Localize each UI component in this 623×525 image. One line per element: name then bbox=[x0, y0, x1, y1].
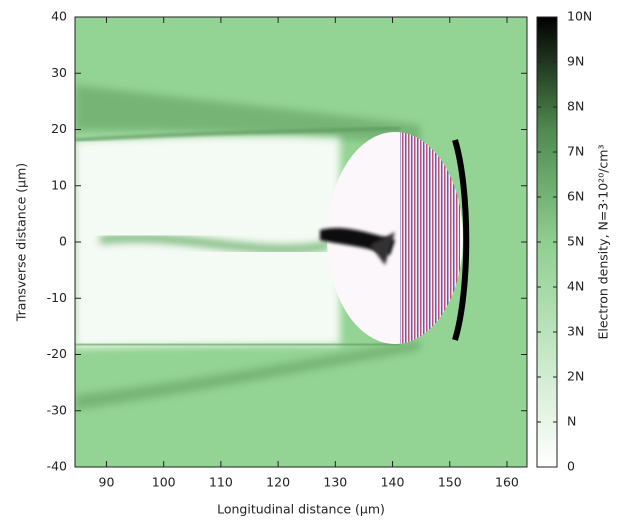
colorbar-tick-label: N bbox=[567, 414, 576, 429]
density-map bbox=[75, 17, 527, 467]
colorbar-tick-label: 8N bbox=[567, 99, 584, 114]
x-tick-label: 120 bbox=[266, 475, 290, 490]
x-tick-label: 90 bbox=[99, 475, 115, 490]
x-tick-label: 130 bbox=[323, 475, 347, 490]
y-tick-label: -20 bbox=[47, 346, 67, 361]
y-axis-label: Transverse distance (μm) bbox=[14, 163, 29, 322]
x-tick-label: 100 bbox=[152, 475, 176, 490]
y-tick-label: -30 bbox=[47, 402, 67, 417]
x-tick-label: 160 bbox=[495, 475, 519, 490]
y-tick-label: -40 bbox=[47, 459, 67, 474]
x-tick-label: 110 bbox=[209, 475, 233, 490]
y-tick-label: -10 bbox=[47, 290, 67, 305]
y-tick-label: 30 bbox=[51, 65, 67, 80]
colorbar-label: Electron density, N=3·10²⁰/cm³ bbox=[596, 145, 611, 340]
colorbar-tick-label: 6N bbox=[567, 189, 584, 204]
colorbar-tick-label: 4N bbox=[567, 279, 584, 294]
colorbar-tick-label: 2N bbox=[567, 369, 584, 384]
y-tick-label: 0 bbox=[59, 234, 67, 249]
y-tick-label: 40 bbox=[51, 9, 67, 24]
x-tick-label: 150 bbox=[438, 475, 462, 490]
y-tick-label: 10 bbox=[51, 177, 67, 192]
colorbar-tick-label: 0 bbox=[567, 459, 575, 474]
x-tick-label: 140 bbox=[381, 475, 405, 490]
colorbar-tick-label: 3N bbox=[567, 324, 584, 339]
colorbar-tick-label: 10N bbox=[567, 9, 592, 24]
colorbar-tick-label: 9N bbox=[567, 54, 584, 69]
colorbar-tick-label: 5N bbox=[567, 234, 584, 249]
y-tick-label: 20 bbox=[51, 121, 67, 136]
x-axis-label: Longitudinal distance (μm) bbox=[217, 502, 385, 517]
colorbar-tick-label: 7N bbox=[567, 144, 584, 159]
